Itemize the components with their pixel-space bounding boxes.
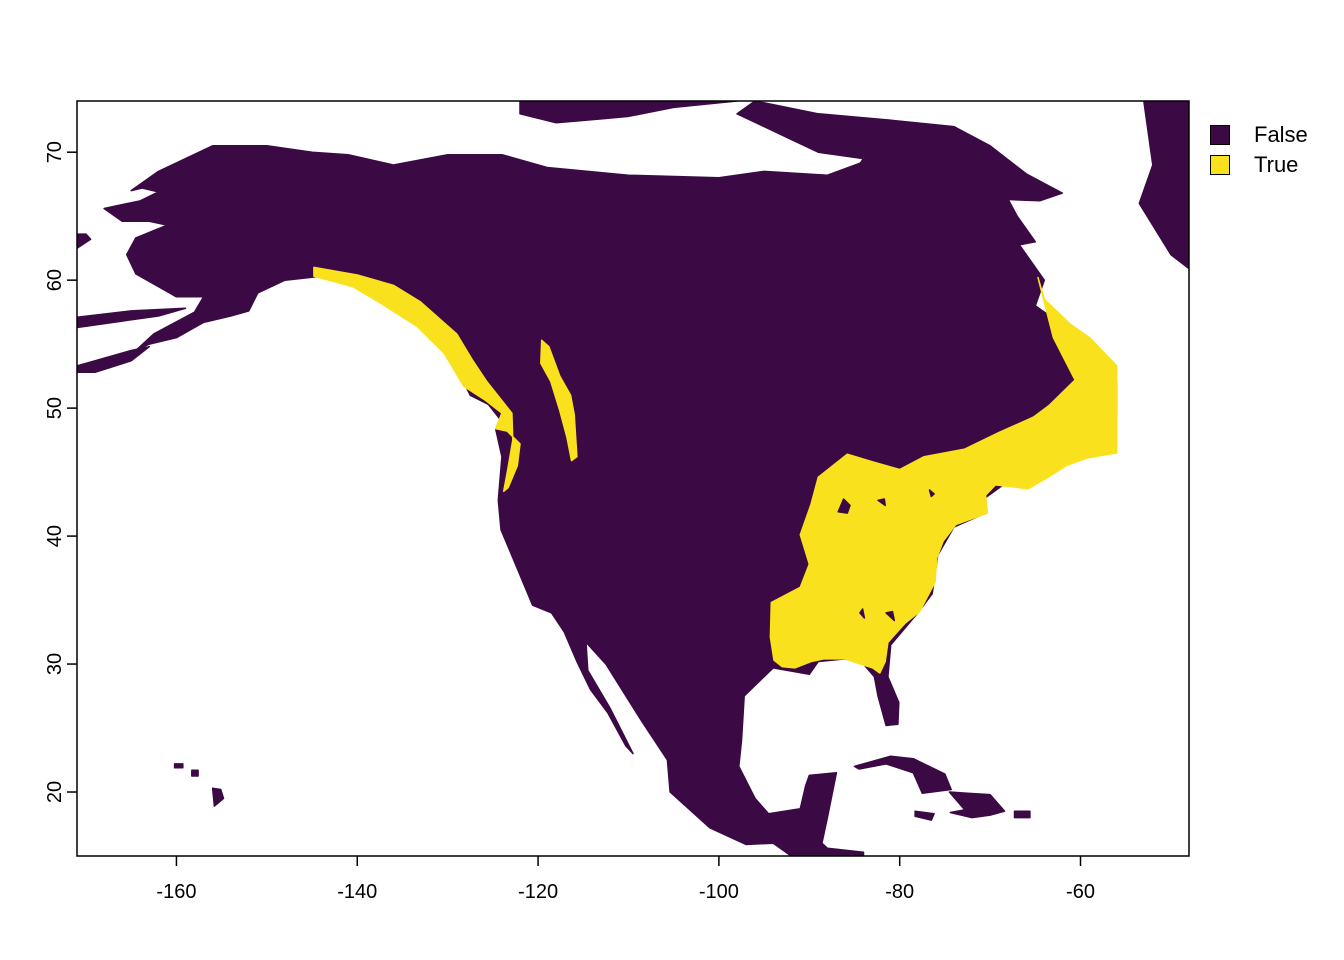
false-holes-in-true-region-4 xyxy=(885,610,896,622)
y-tick-label: 70 xyxy=(44,141,66,163)
y-tick-label: 20 xyxy=(44,781,66,803)
false-land-region-3 xyxy=(77,233,92,249)
axes: -160 -140 -120 -100 -80 -60 20 30 40 50 60 70 xyxy=(44,141,1095,903)
plot-frame xyxy=(76,100,1190,857)
false-land-region-6 xyxy=(862,242,901,258)
false-land-region-5 xyxy=(736,101,1064,248)
false-land-region-4 xyxy=(519,101,738,124)
map-regions xyxy=(77,101,1189,856)
false-land-region-7 xyxy=(826,211,851,233)
false-land-region-2 xyxy=(77,345,151,374)
y-tick-label: 30 xyxy=(44,653,66,675)
x-tick-label: -100 xyxy=(699,881,739,903)
legend-swatch-true xyxy=(1210,155,1230,175)
false-land-region-13 xyxy=(211,787,225,807)
true-area-region-0 xyxy=(313,266,521,493)
false-holes-in-true-region-2 xyxy=(928,489,935,498)
y-tick-label: 40 xyxy=(44,525,66,547)
legend: False True xyxy=(1210,120,1308,180)
x-tick-label: -120 xyxy=(518,881,558,903)
false-land-region-12 xyxy=(914,810,935,821)
legend-label-true: True xyxy=(1254,152,1299,177)
legend-label-false: False xyxy=(1254,122,1308,147)
true-area-region-1 xyxy=(540,339,578,462)
false-land-region-9 xyxy=(853,755,952,795)
y-tick-label: 60 xyxy=(44,269,66,291)
false-land-region-10 xyxy=(948,791,1006,819)
false-land-region-11 xyxy=(1013,810,1031,819)
false-land-region-8 xyxy=(1138,101,1189,270)
false-land-region-14 xyxy=(173,763,184,769)
true-area-region-2 xyxy=(769,276,1118,674)
false-land-region-1 xyxy=(77,307,187,329)
x-tick-label: -140 xyxy=(337,881,377,903)
false-holes-in-true-region-0 xyxy=(837,498,851,514)
false-holes-in-true-region-5 xyxy=(859,608,866,619)
false-holes-in-true-region-3 xyxy=(780,578,787,587)
x-tick-label: -80 xyxy=(885,881,914,903)
legend-swatch-false xyxy=(1210,125,1230,145)
x-tick-label: -60 xyxy=(1066,881,1095,903)
legend-item-true: True xyxy=(1210,150,1308,180)
false-land-region-15 xyxy=(191,769,199,777)
y-tick-label: 50 xyxy=(44,397,66,419)
legend-item-false: False xyxy=(1210,120,1308,150)
x-tick-label: -160 xyxy=(156,881,196,903)
false-holes-in-true-region-1 xyxy=(877,498,886,507)
